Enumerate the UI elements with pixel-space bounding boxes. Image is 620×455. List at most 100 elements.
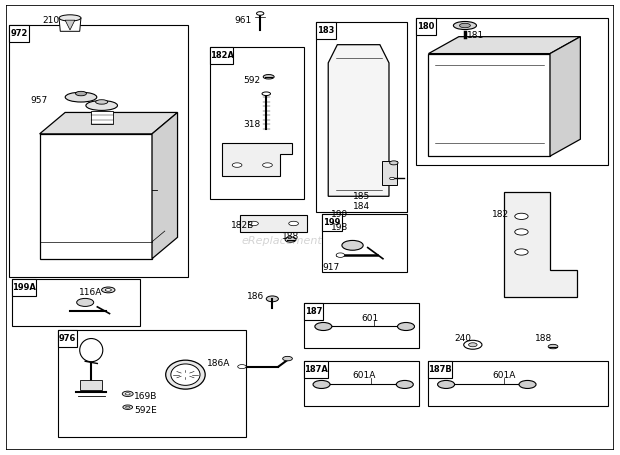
Text: 601A: 601A: [353, 371, 376, 380]
Bar: [9, 25, 29, 41]
Bar: [304, 361, 327, 378]
Text: 592: 592: [243, 76, 260, 85]
Polygon shape: [328, 45, 389, 196]
Polygon shape: [59, 18, 81, 31]
Text: 182B: 182B: [231, 221, 254, 230]
Ellipse shape: [171, 364, 200, 385]
Text: 240: 240: [454, 334, 472, 344]
Ellipse shape: [336, 253, 345, 258]
Text: 976: 976: [59, 334, 76, 343]
Ellipse shape: [232, 163, 242, 167]
Bar: [40, 134, 152, 259]
Polygon shape: [550, 37, 580, 156]
Text: 184: 184: [353, 202, 370, 211]
Ellipse shape: [263, 163, 272, 167]
Text: 199: 199: [330, 210, 348, 218]
Ellipse shape: [342, 240, 363, 250]
Text: 210: 210: [43, 15, 60, 25]
Text: 186: 186: [247, 292, 265, 301]
Text: 185: 185: [353, 192, 370, 201]
Ellipse shape: [86, 101, 117, 111]
Text: eReplacementParts.com: eReplacementParts.com: [242, 236, 378, 246]
Bar: [12, 279, 140, 326]
Ellipse shape: [264, 75, 274, 79]
Text: 199A: 199A: [12, 283, 36, 292]
Bar: [240, 215, 307, 232]
Ellipse shape: [396, 380, 414, 389]
Ellipse shape: [289, 221, 298, 226]
Text: 198: 198: [330, 223, 348, 232]
Text: 199: 199: [323, 218, 340, 227]
Text: 188: 188: [282, 232, 299, 241]
Ellipse shape: [315, 323, 332, 330]
Ellipse shape: [257, 12, 264, 15]
Text: 972: 972: [11, 29, 28, 38]
Ellipse shape: [126, 406, 130, 408]
Ellipse shape: [262, 92, 270, 96]
Bar: [316, 22, 407, 212]
Ellipse shape: [389, 177, 394, 180]
Polygon shape: [65, 20, 75, 30]
Bar: [210, 47, 304, 198]
Polygon shape: [40, 112, 177, 134]
Bar: [316, 22, 335, 39]
Text: 182A: 182A: [210, 51, 234, 60]
Ellipse shape: [105, 288, 112, 291]
Bar: [322, 214, 342, 231]
Ellipse shape: [515, 249, 528, 255]
Text: 186A: 186A: [206, 359, 230, 368]
Text: 187: 187: [305, 307, 322, 316]
Bar: [428, 54, 550, 156]
Bar: [81, 380, 102, 390]
Text: 181: 181: [467, 31, 484, 40]
Bar: [304, 361, 419, 406]
Ellipse shape: [515, 229, 528, 235]
Ellipse shape: [65, 92, 97, 102]
Ellipse shape: [397, 323, 415, 330]
Polygon shape: [152, 112, 177, 259]
Text: 188: 188: [535, 334, 552, 344]
Text: 183: 183: [317, 26, 334, 35]
Text: 318: 318: [243, 121, 260, 129]
Bar: [428, 361, 608, 406]
Bar: [12, 279, 36, 296]
Bar: [58, 330, 246, 437]
Bar: [382, 161, 397, 185]
Bar: [428, 361, 452, 378]
Text: 187A: 187A: [304, 365, 328, 374]
Polygon shape: [428, 37, 580, 54]
Ellipse shape: [313, 380, 330, 389]
Bar: [9, 25, 188, 277]
Text: 592E: 592E: [134, 406, 156, 415]
Ellipse shape: [438, 380, 454, 389]
Ellipse shape: [237, 364, 246, 369]
Ellipse shape: [548, 344, 558, 349]
Ellipse shape: [249, 221, 259, 226]
Ellipse shape: [515, 213, 528, 219]
Bar: [58, 330, 78, 347]
Ellipse shape: [285, 237, 296, 242]
Text: 182: 182: [492, 210, 510, 218]
Ellipse shape: [95, 100, 108, 104]
Polygon shape: [505, 192, 577, 297]
Bar: [416, 18, 608, 165]
Text: 917: 917: [322, 263, 339, 272]
Bar: [210, 47, 234, 64]
Ellipse shape: [59, 15, 81, 21]
Bar: [322, 214, 407, 272]
Ellipse shape: [76, 91, 86, 96]
Bar: [304, 303, 324, 320]
Polygon shape: [222, 143, 292, 176]
Ellipse shape: [123, 405, 133, 410]
Ellipse shape: [166, 360, 205, 389]
Bar: [304, 303, 419, 348]
Ellipse shape: [469, 343, 477, 347]
Text: 180: 180: [417, 22, 435, 31]
Bar: [91, 111, 113, 124]
Text: 601A: 601A: [492, 371, 516, 380]
Ellipse shape: [283, 356, 293, 361]
Ellipse shape: [122, 391, 133, 396]
Ellipse shape: [80, 339, 103, 362]
Ellipse shape: [102, 287, 115, 293]
Text: 601: 601: [361, 313, 379, 323]
